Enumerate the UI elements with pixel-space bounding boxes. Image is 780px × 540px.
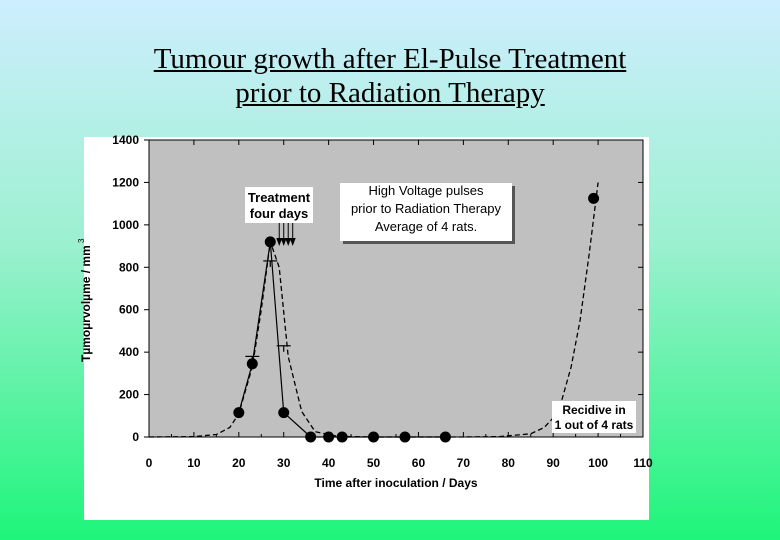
hv-box-line: prior to Radiation Therapy <box>351 201 502 216</box>
hv-box-line: Average of 4 rats. <box>375 219 477 234</box>
x-tick-label: 90 <box>547 456 561 470</box>
data-point <box>264 236 276 248</box>
data-point-recidive <box>588 192 600 204</box>
y-tick-label: 0 <box>132 430 139 444</box>
data-point <box>305 431 317 443</box>
x-tick-label: 40 <box>322 456 336 470</box>
recidive-label-bg <box>552 401 636 433</box>
x-tick-label: 80 <box>502 456 516 470</box>
data-point <box>336 431 348 443</box>
y-axis-label-superscript: 3 <box>77 238 86 243</box>
data-point <box>278 407 290 419</box>
slide-title-line-1: Tumour growth after El-Pulse Treatment <box>153 43 627 75</box>
treatment-label-line: Treatment <box>248 190 311 205</box>
data-point <box>439 431 451 443</box>
hv-box-line: High Voltage pulses <box>369 183 484 198</box>
treatment-arrow-head <box>280 238 287 246</box>
x-tick-label: 0 <box>146 456 153 470</box>
treatment-arrow-head <box>285 238 292 246</box>
slide-title-line-2: prior to Radiation Therapy <box>235 77 545 109</box>
slide-title: Tumour growth after El-Pulse Treatment p… <box>0 42 780 110</box>
data-point <box>246 358 258 370</box>
series-data-line <box>238 241 446 438</box>
y-tick-label: 200 <box>119 388 139 402</box>
y-tick-label: 1000 <box>112 218 139 232</box>
recidive-label-line: Recidive in <box>562 403 625 417</box>
x-tick-label: 110 <box>633 456 653 470</box>
x-tick-label: 20 <box>232 456 246 470</box>
treatment-arrow-head <box>276 238 283 246</box>
x-tick-label: 70 <box>457 456 471 470</box>
y-tick-label: 1400 <box>112 133 139 147</box>
hv-box <box>340 183 512 241</box>
y-tick-label: 800 <box>119 260 139 274</box>
data-point <box>323 431 335 443</box>
y-tick-label: 1200 <box>112 175 139 189</box>
x-tick-label: 30 <box>277 456 291 470</box>
x-tick-label: 50 <box>367 456 381 470</box>
x-tick-label: 60 <box>412 456 426 470</box>
treatment-label-line: four days <box>250 206 309 221</box>
y-axis-label: Tµmoµrvolµme / mm <box>79 245 93 362</box>
x-tick-label: 100 <box>588 456 608 470</box>
recidive-label-line: 1 out of 4 rats <box>555 418 634 432</box>
y-tick-label: 600 <box>119 303 139 317</box>
data-point <box>399 431 411 443</box>
treatment-label-bg <box>245 187 313 223</box>
y-tick-label: 400 <box>119 345 139 359</box>
data-point <box>368 431 380 443</box>
data-point <box>233 407 245 419</box>
x-axis-label: Time after inoculation / Days <box>314 476 477 490</box>
x-tick-label: 10 <box>187 456 201 470</box>
treatment-arrow-head <box>289 238 296 246</box>
